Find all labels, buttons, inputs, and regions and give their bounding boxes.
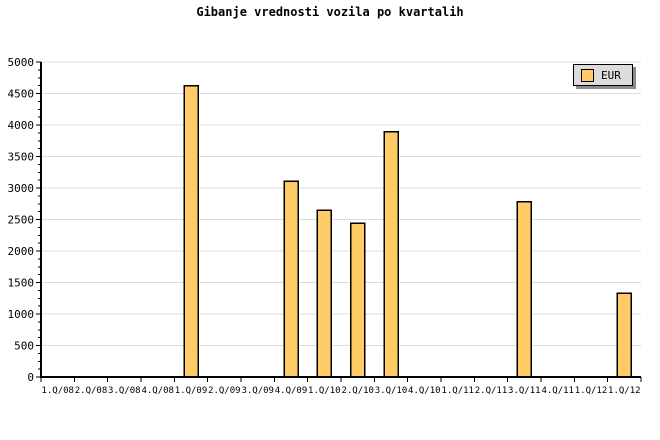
y-tick-label-1000: 1000	[8, 308, 35, 321]
bar-3-q-10	[383, 131, 399, 378]
x-tick-label-12: 1.Q/11	[441, 386, 474, 396]
bar-1-q-10	[316, 209, 333, 378]
x-tick-label-7: 4.Q/09	[275, 386, 308, 396]
x-tick-label-13: 2.Q/11	[475, 386, 508, 396]
bar-1-q-12	[616, 292, 633, 378]
y-tick-label-500: 500	[14, 340, 34, 353]
legend-swatch-eur	[581, 68, 594, 82]
x-tick-label-14: 3.Q/11	[508, 386, 541, 396]
y-tick-label-4000: 4000	[8, 119, 35, 132]
bar-2-q-10	[349, 222, 366, 378]
bar-3-q-11	[516, 201, 533, 378]
y-tick-label-2500: 2500	[8, 214, 35, 227]
x-tick-label-3: 4.Q/08	[141, 386, 174, 396]
x-tick-label-5: 2.Q/09	[208, 386, 241, 396]
y-tick-label-2000: 2000	[8, 245, 35, 258]
y-tick-label-3000: 3000	[8, 182, 35, 195]
x-tick-label-16: 1.Q/12	[575, 386, 608, 396]
legend-label: EUR	[601, 68, 621, 82]
x-tick-label-8: 1.Q/10	[308, 386, 341, 396]
x-tick-label-9: 2.Q/10	[341, 386, 374, 396]
x-tick-label-15: 4.Q/11	[541, 386, 574, 396]
x-tick-label-4: 1.Q/09	[175, 386, 208, 396]
legend: EUR	[573, 64, 633, 86]
x-tick-label-11: 4.Q/10	[408, 386, 441, 396]
x-tick-label-17: 1.Q/12	[608, 386, 641, 396]
y-tick-label-0: 0	[27, 371, 34, 384]
x-tick-label-6: 3.Q/09	[241, 386, 274, 396]
x-tick-label-2: 3.Q/08	[108, 386, 141, 396]
bar-1-q-09	[183, 85, 199, 378]
bar-4-q-09	[283, 180, 299, 378]
chart-title: Gibanje vrednosti vozila po kvartalih	[196, 5, 464, 19]
y-tick-label-4500: 4500	[8, 88, 35, 101]
x-tick-label-0: 1.Q/08	[41, 386, 74, 396]
y-tick-label-5000: 5000	[8, 56, 35, 69]
y-tick-label-1500: 1500	[8, 277, 35, 290]
x-tick-label-10: 3.Q/10	[375, 386, 408, 396]
y-tick-label-3500: 3500	[8, 151, 35, 164]
x-tick-label-1: 2.Q/08	[75, 386, 108, 396]
